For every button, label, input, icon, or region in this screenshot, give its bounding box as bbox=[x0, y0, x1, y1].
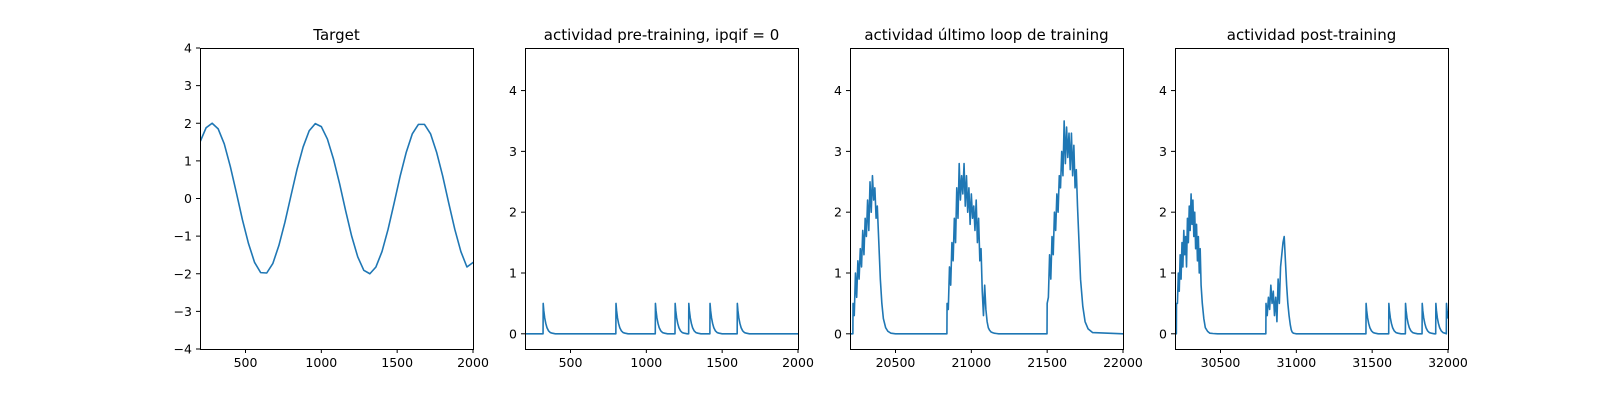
x-tick-label: 31000 bbox=[1276, 355, 1316, 370]
x-tick-label: 1500 bbox=[381, 355, 413, 370]
subplot-target: 500 1000 1500 2000 −4 −3 −2 −1 0 1 2 3 4 Target bbox=[174, 26, 489, 370]
x-tick-label: 32000 bbox=[1428, 355, 1468, 370]
x-tick-label: 1000 bbox=[305, 355, 337, 370]
y-tick-label: 3 bbox=[834, 144, 842, 159]
y-tick-label: −1 bbox=[174, 229, 192, 244]
x-tick-label: 22000 bbox=[1103, 355, 1143, 370]
x-tick-label: 1000 bbox=[630, 355, 662, 370]
x-tick-label: 20500 bbox=[876, 355, 916, 370]
subplot-post-training: 30500 31000 31500 32000 0 1 2 3 4 actividad post-… bbox=[1159, 26, 1468, 370]
x-tick-label: 21000 bbox=[951, 355, 991, 370]
subplot-title: actividad post-training bbox=[1227, 26, 1396, 44]
subplot-title: Target bbox=[312, 26, 360, 44]
y-tick-label: 0 bbox=[509, 326, 517, 341]
y-tick-label: 1 bbox=[509, 265, 517, 280]
y-tick-label: 2 bbox=[834, 205, 842, 220]
y-tick-label: 0 bbox=[1159, 326, 1167, 341]
y-tick-label: 4 bbox=[834, 83, 842, 98]
y-tick-label: 0 bbox=[834, 326, 842, 341]
x-tick-label: 31500 bbox=[1352, 355, 1392, 370]
axes-frame bbox=[1175, 48, 1449, 350]
y-tick-label: 2 bbox=[1159, 205, 1167, 220]
series-line bbox=[850, 120, 1123, 335]
x-tick-label: 21500 bbox=[1027, 355, 1067, 370]
axes-frame bbox=[525, 48, 799, 350]
x-tick-label: 1500 bbox=[706, 355, 738, 370]
y-tick-label: 4 bbox=[1159, 83, 1167, 98]
subplot-title: actividad último loop de training bbox=[864, 26, 1108, 44]
x-tick-label: 30500 bbox=[1201, 355, 1241, 370]
y-tick-label: −2 bbox=[174, 266, 192, 281]
y-tick-label: 3 bbox=[184, 78, 192, 93]
y-tick-label: 1 bbox=[184, 153, 192, 168]
y-tick-label: 3 bbox=[509, 144, 517, 159]
series-line bbox=[1175, 193, 1448, 335]
subplot-last-training-loop: 20500 21000 21500 22000 0 1 2 3 4 actividad últim… bbox=[834, 26, 1143, 370]
y-tick-label: 2 bbox=[509, 205, 517, 220]
series-line bbox=[525, 302, 798, 335]
subplot-title: actividad pre-training, ipqif = 0 bbox=[544, 26, 780, 44]
y-tick-label: 0 bbox=[184, 191, 192, 206]
y-tick-label: 4 bbox=[184, 41, 192, 56]
x-tick-label: 500 bbox=[234, 355, 258, 370]
x-tick-label: 500 bbox=[559, 355, 583, 370]
y-tick-label: −3 bbox=[174, 304, 192, 319]
y-tick-label: 1 bbox=[834, 265, 842, 280]
y-tick-label: 2 bbox=[184, 116, 192, 131]
y-tick-label: 4 bbox=[509, 83, 517, 98]
x-tick-label: 2000 bbox=[457, 355, 489, 370]
y-tick-label: 1 bbox=[1159, 265, 1167, 280]
x-tick-label: 2000 bbox=[782, 355, 814, 370]
axes-frame bbox=[200, 48, 474, 350]
y-tick-label: −4 bbox=[174, 342, 192, 357]
series-line bbox=[200, 122, 473, 275]
y-tick-label: 3 bbox=[1159, 144, 1167, 159]
subplot-pre-training: 500 1000 1500 2000 0 1 2 3 4 actividad pre-traini… bbox=[509, 26, 814, 370]
axes-frame bbox=[850, 48, 1124, 350]
